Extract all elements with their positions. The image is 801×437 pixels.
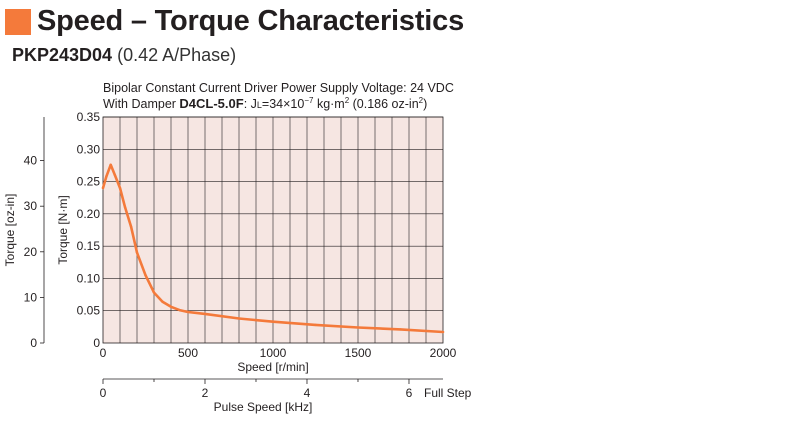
x2-end-label: Full Step	[424, 386, 472, 400]
y-tick-label: 0.20	[77, 207, 101, 221]
plot-area: 0 0.05 0.10 0.15 0.20 0.25 0.30 0.35 Torque [N·m…	[3, 110, 472, 414]
page-header: Speed – Torque Characteristics	[5, 5, 464, 38]
y2-tick-label: 30	[24, 199, 38, 213]
x-tick-label: 0	[100, 346, 107, 360]
annotation-close: )	[423, 97, 427, 111]
x-axis-label: Speed [r/min]	[237, 360, 308, 374]
y-tick-label: 0.25	[77, 175, 101, 189]
torque-point	[178, 308, 181, 312]
x-tick-label: 1500	[345, 346, 372, 360]
plot-frame	[102, 116, 444, 344]
chart-annotation: Bipolar Constant Current Driver Power Su…	[103, 81, 454, 111]
torque-point	[314, 323, 317, 327]
x2-tick-label: 0	[100, 386, 107, 400]
title-marker-square	[5, 8, 31, 35]
torque-point	[161, 300, 164, 303]
annotation-j-sub: L	[257, 100, 262, 110]
y-tick-label: 0.30	[77, 142, 101, 156]
x2-tick-label: 2	[202, 386, 209, 400]
annotation-j: : J	[244, 97, 257, 111]
x2-tick-label: 6	[406, 386, 413, 400]
y2-tick-label: 0	[30, 336, 37, 350]
x-tick-label: 1000	[260, 346, 287, 360]
y2-tick-label: 40	[24, 154, 38, 168]
torque-point	[118, 186, 122, 190]
model-phase-current: (0.42 A/Phase)	[117, 45, 237, 65]
damper-model: D4CL-5.0F	[179, 96, 243, 111]
annotation-prefix: With Damper	[103, 97, 179, 111]
x2-tick-label: 4	[304, 386, 311, 400]
annotation-line-1: Bipolar Constant Current Driver Power Su…	[103, 81, 454, 95]
model-subtitle: PKP243D04 (0.42 A/Phase)	[12, 45, 236, 66]
torque-point	[113, 173, 117, 177]
y-tick-label: 0	[93, 336, 100, 350]
torque-point	[441, 330, 445, 334]
y-tick-label: 0.15	[77, 239, 101, 253]
annotation-unit-exp: 2	[345, 96, 350, 105]
torque-point	[105, 175, 108, 178]
y-axis-label: Torque [N·m]	[56, 195, 70, 264]
torque-point	[129, 225, 133, 228]
y-tick-label: 0.10	[77, 271, 101, 285]
x-tick-label: 500	[178, 346, 198, 360]
annotation-exp: −7	[304, 96, 314, 105]
y2-tick-label: 20	[24, 245, 38, 259]
torque-point	[123, 206, 127, 209]
annotation-unit: kg·m	[313, 97, 344, 111]
annotation-alt-exp: 2	[419, 96, 424, 105]
torque-point	[135, 251, 139, 254]
x2-axis-label: Pulse Speed [kHz]	[214, 400, 313, 414]
torque-point	[169, 305, 173, 309]
y2-tick-label: 10	[24, 290, 38, 304]
y-tick-label: 0.35	[77, 110, 101, 124]
torque-point	[152, 291, 156, 294]
torque-point	[356, 326, 360, 329]
page-title: Speed – Torque Characteristics	[37, 5, 465, 37]
torque-point	[186, 310, 190, 314]
torque-point	[203, 312, 207, 316]
y2-axis-label: Torque [oz-in]	[3, 194, 17, 267]
torque-point	[109, 163, 112, 166]
annotation-alt: (0.186 oz-in	[349, 97, 419, 111]
torque-point	[271, 320, 275, 323]
annotation-value: =34×10	[262, 97, 304, 111]
torque-point	[101, 186, 105, 190]
x-tick-label: 2000	[430, 346, 457, 360]
torque-point	[144, 274, 147, 277]
torque-point	[237, 317, 241, 320]
model-name: PKP243D04	[12, 45, 113, 65]
annotation-line-2: With Damper D4CL-5.0F: JL=34×10−7 kg·m2 …	[103, 96, 427, 111]
torque-point	[399, 328, 402, 331]
y-tick-label: 0.05	[77, 304, 101, 318]
